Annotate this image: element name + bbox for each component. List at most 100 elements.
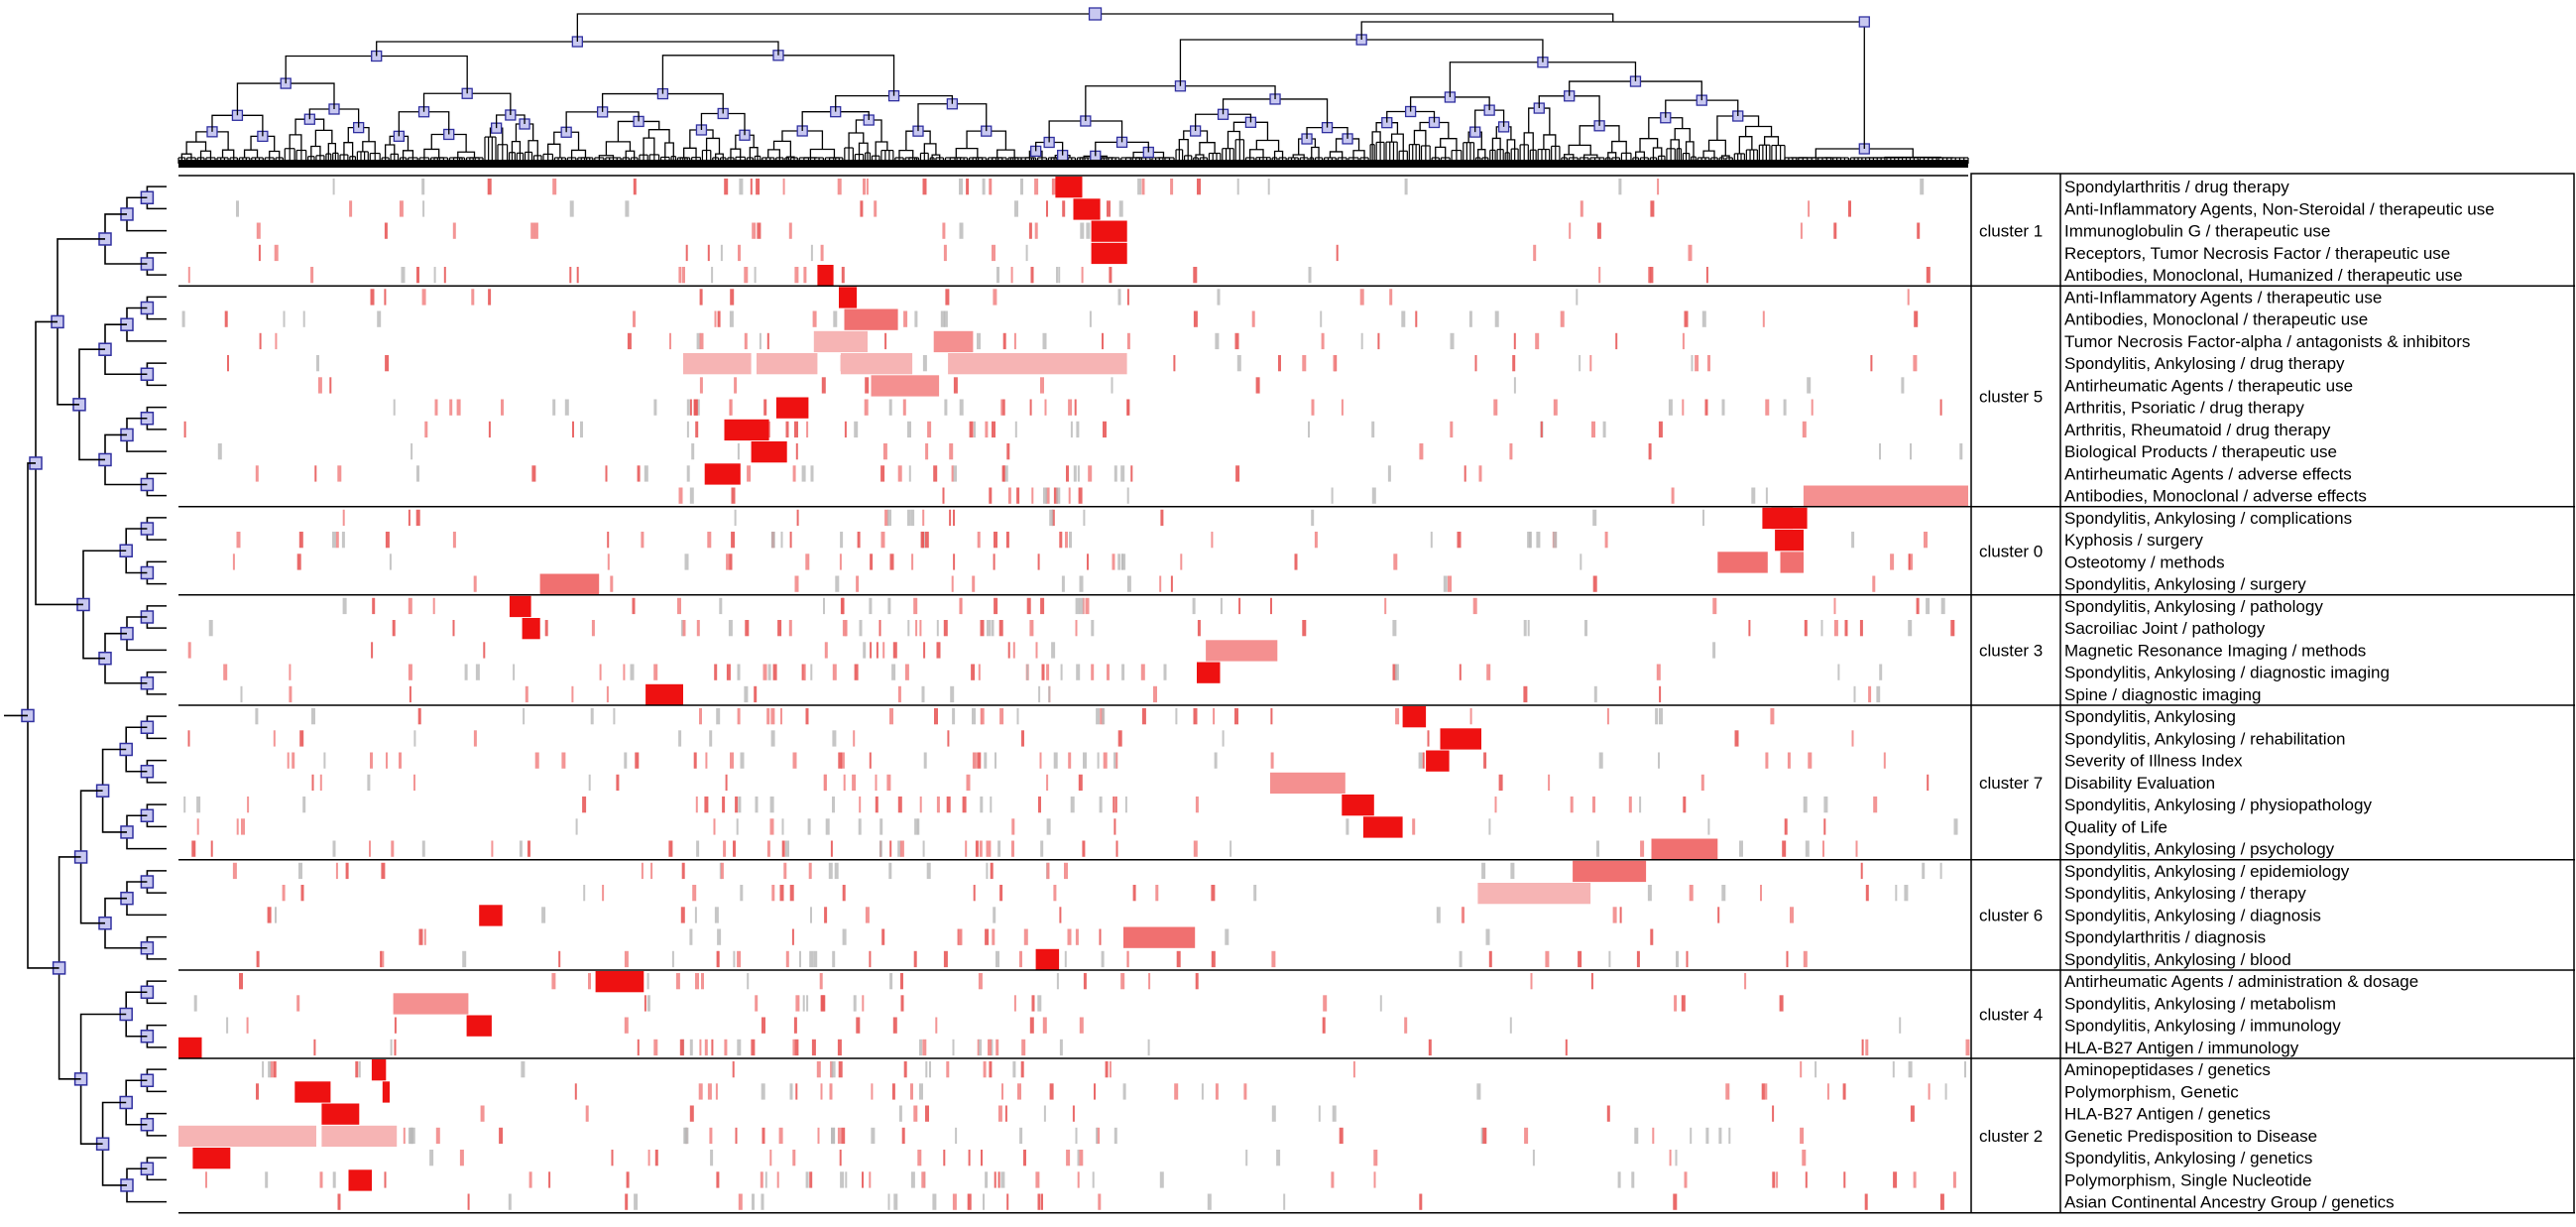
heat-tick xyxy=(501,399,504,416)
heat-tick xyxy=(880,465,885,482)
heat-tick xyxy=(740,885,744,902)
heat-tick xyxy=(757,222,761,239)
heat-tick xyxy=(530,222,535,239)
heat-tick xyxy=(1211,950,1216,968)
heat-tick xyxy=(381,950,385,968)
heat-tick xyxy=(739,179,744,195)
top-dendro-branch xyxy=(457,151,476,158)
heat-tick xyxy=(1099,928,1102,945)
heat-tick xyxy=(183,797,186,813)
heat-tick xyxy=(337,465,342,482)
heat-tick xyxy=(583,885,586,902)
heat-tick xyxy=(311,774,314,792)
heat-tick xyxy=(952,1193,957,1210)
heat-tick xyxy=(824,907,828,923)
heat-tick xyxy=(1702,509,1704,527)
heat-tick xyxy=(936,620,939,637)
heat-tick xyxy=(921,1171,926,1188)
heat-tick xyxy=(196,797,201,813)
heat-tick xyxy=(1498,774,1503,792)
heat-tick xyxy=(287,752,290,769)
heat-tick xyxy=(1833,222,1837,239)
heat-tick xyxy=(913,597,918,615)
heat-tick xyxy=(1035,642,1038,659)
heat-tick xyxy=(434,399,438,416)
heat-tick xyxy=(1105,1061,1109,1078)
heat-tick xyxy=(897,465,902,482)
heat-tick xyxy=(694,907,697,923)
term-label: Receptors, Tumor Necrosis Factor / thera… xyxy=(2064,244,2450,263)
heat-tick xyxy=(1126,487,1129,504)
heat-tick xyxy=(1524,1127,1529,1145)
heat-tick xyxy=(1011,840,1014,857)
heat-tick xyxy=(821,377,826,394)
heat-tick xyxy=(1415,310,1418,327)
heat-tick xyxy=(812,310,817,327)
heat-tick xyxy=(273,730,276,747)
heat-tick xyxy=(985,421,989,438)
heat-tick xyxy=(796,509,799,527)
heat-tick xyxy=(1510,862,1515,880)
heat-tick xyxy=(995,752,996,769)
heat-tick xyxy=(917,818,920,835)
heat-block xyxy=(1035,948,1060,971)
top-dendro-branch xyxy=(1477,149,1486,158)
heat-tick xyxy=(922,840,925,857)
heat-tick xyxy=(401,267,406,284)
heat-tick xyxy=(613,708,616,725)
heat-tick xyxy=(1820,620,1823,637)
heat-tick xyxy=(1430,532,1433,549)
heat-tick xyxy=(813,950,818,968)
heat-tick xyxy=(734,377,738,394)
heat-tick xyxy=(1314,532,1318,549)
heat-tick xyxy=(1684,310,1689,327)
cluster-label: cluster 5 xyxy=(1979,388,2043,407)
heat-tick xyxy=(1034,179,1039,195)
heat-tick xyxy=(1201,1083,1204,1100)
heat-tick xyxy=(717,950,720,968)
heat-tick xyxy=(1107,200,1111,217)
top-dendro-branch xyxy=(1435,146,1447,158)
heat-tick xyxy=(1126,289,1129,306)
heat-tick xyxy=(1270,752,1274,769)
term-label: Sacroiliac Joint / pathology xyxy=(2064,619,2266,638)
heat-tick xyxy=(1682,332,1685,350)
heat-tick xyxy=(316,355,319,372)
heat-tick xyxy=(585,1105,589,1122)
heat-tick xyxy=(919,1083,923,1100)
heat-tick xyxy=(345,862,349,880)
heat-tick xyxy=(232,862,237,880)
heat-tick xyxy=(605,465,608,482)
heat-tick xyxy=(632,597,636,615)
heat-tick xyxy=(1025,244,1028,262)
heat-tick xyxy=(1029,620,1034,637)
heat-tick xyxy=(1238,597,1241,615)
heat-tick xyxy=(1509,443,1513,460)
heat-tick xyxy=(370,289,375,306)
heat-tick xyxy=(926,862,931,880)
heat-tick xyxy=(385,355,390,372)
heat-tick xyxy=(940,310,945,327)
heat-tick xyxy=(1170,575,1173,592)
heat-tick xyxy=(999,885,1003,902)
heat-tick xyxy=(932,1193,937,1210)
heat-tick xyxy=(187,267,190,284)
heat-tick xyxy=(840,752,845,769)
heat-tick xyxy=(1691,355,1694,372)
heat-tick xyxy=(310,267,314,284)
heat-tick xyxy=(443,267,446,284)
heat-tick xyxy=(1214,752,1218,769)
heat-tick xyxy=(1010,267,1013,284)
heat-tick xyxy=(1175,708,1178,725)
heat-tick xyxy=(633,179,637,195)
heat-block xyxy=(1197,662,1221,683)
heat-tick xyxy=(270,1061,274,1078)
heat-block xyxy=(371,1059,387,1081)
heat-tick xyxy=(467,1193,470,1210)
heat-tick xyxy=(1126,575,1131,592)
heat-tick xyxy=(744,685,749,703)
heat-tick xyxy=(1053,885,1057,902)
heat-tick xyxy=(552,399,556,416)
heat-tick xyxy=(1419,1193,1423,1210)
heat-tick xyxy=(491,840,494,857)
